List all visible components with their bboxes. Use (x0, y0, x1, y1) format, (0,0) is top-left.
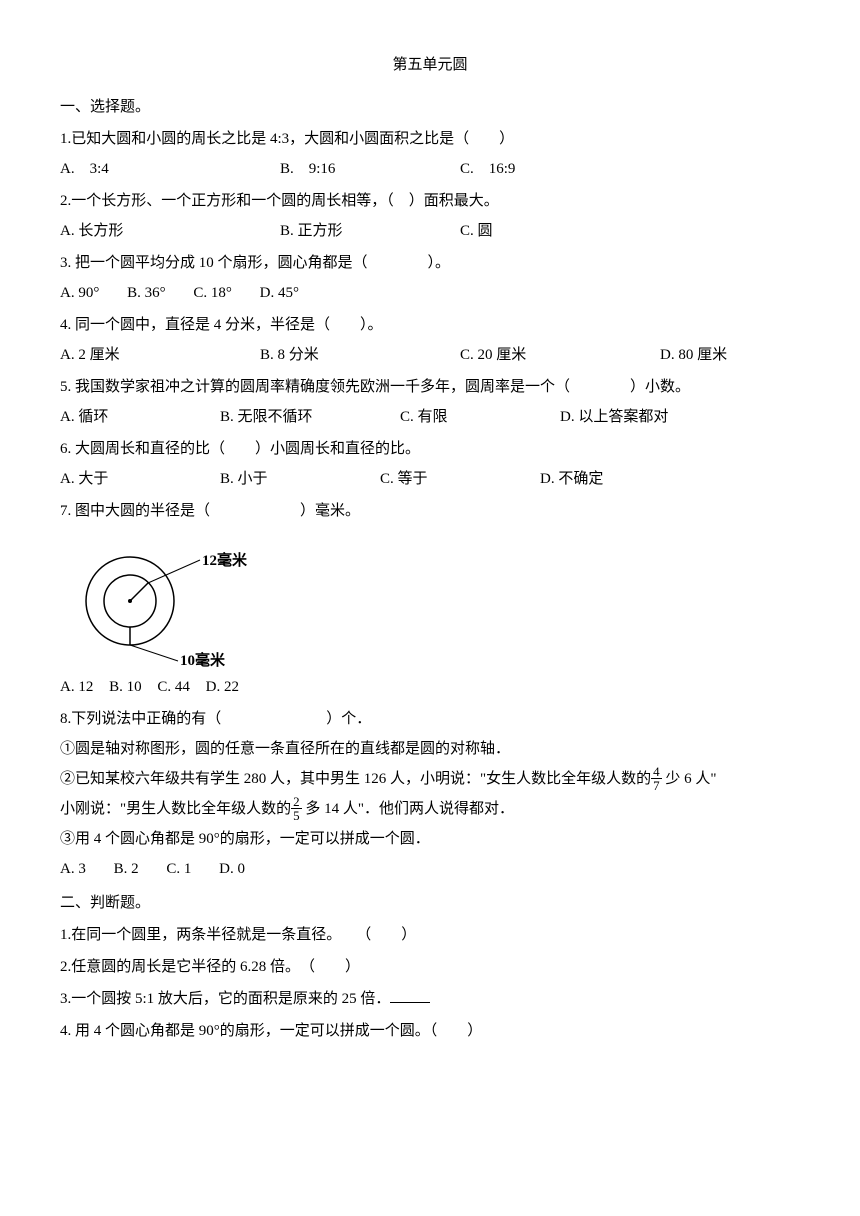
q8-opt-d: D. 0 (219, 861, 245, 877)
fraction-4-7: 47 (651, 765, 662, 792)
diagram-label-10mm: 10毫米 (180, 646, 225, 676)
section-2-header: 二、判断题。 (60, 888, 800, 918)
question-6-options: A. 大于 B. 小于 C. 等于 D. 不确定 (60, 464, 800, 494)
question-3-options: A. 90° B. 36° C. 18° D. 45° (60, 278, 800, 308)
question-4: 4. 同一个圆中，直径是 4 分米，半径是（ ）。 (60, 310, 800, 340)
question-8: 8.下列说法中正确的有（ ）个． (60, 704, 800, 734)
judge-3-text: 3.一个圆按 5:1 放大后，它的面积是原来的 25 倍． (60, 991, 390, 1007)
q8-statement-3: ③用 4 个圆心角都是 90°的扇形，一定可以拼成一个圆． (60, 824, 800, 854)
question-2-options: A. 长方形 B. 正方形 C. 圆 (60, 216, 800, 246)
question-1: 1.已知大圆和小圆的周长之比是 4:3，大圆和小圆面积之比是（ ） (60, 124, 800, 154)
q5-opt-b: B. 无限不循环 (220, 402, 400, 432)
q8-statement-1: ①圆是轴对称图形，圆的任意一条直径所在的直线都是圆的对称轴． (60, 734, 800, 764)
q5-opt-c: C. 有限 (400, 402, 560, 432)
q2-opt-c: C. 圆 (460, 216, 640, 246)
q4-opt-b: B. 8 分米 (260, 340, 460, 370)
q6-opt-c: C. 等于 (380, 464, 540, 494)
blank-underline (390, 989, 430, 1003)
frac-num: 2 (291, 795, 302, 809)
q8-s2-p1: ②已知某校六年级共有学生 280 人，其中男生 126 人，小明说："女生人数比… (60, 771, 651, 787)
q3-opt-c: C. 18° (193, 285, 232, 301)
q4-opt-c: C. 20 厘米 (460, 340, 660, 370)
q7-opt-c: C. 44 (157, 679, 190, 695)
frac-num: 4 (651, 765, 662, 779)
q8-s2-p3: 小刚说："男生人数比全年级人数的 (60, 801, 291, 817)
q3-opt-d: D. 45° (260, 285, 299, 301)
q4-opt-a: A. 2 厘米 (60, 340, 260, 370)
section-1-header: 一、选择题。 (60, 92, 800, 122)
q8-opt-c: C. 1 (166, 861, 191, 877)
fraction-2-5: 25 (291, 795, 302, 822)
q7-opt-d: D. 22 (206, 679, 239, 695)
q2-opt-a: A. 长方形 (60, 216, 280, 246)
question-2: 2.一个长方形、一个正方形和一个圆的周长相等，（ ）面积最大。 (60, 186, 800, 216)
page-title: 第五单元圆 (60, 50, 800, 80)
q5-opt-d: D. 以上答案都对 (560, 402, 668, 432)
q8-statement-2-line1: ②已知某校六年级共有学生 280 人，其中男生 126 人，小明说："女生人数比… (60, 764, 800, 794)
question-6: 6. 大圆周长和直径的比（ ）小圆周长和直径的比。 (60, 434, 800, 464)
q8-opt-a: A. 3 (60, 861, 86, 877)
question-3: 3. 把一个圆平均分成 10 个扇形，圆心角都是（ ）。 (60, 248, 800, 278)
q5-opt-a: A. 循环 (60, 402, 220, 432)
q1-opt-c: C. 16:9 (460, 154, 640, 184)
q8-statement-2-line2: 小刚说："男生人数比全年级人数的25 多 14 人"．他们两人说得都对． (60, 794, 800, 824)
q8-opt-b: B. 2 (114, 861, 139, 877)
q7-opt-b: B. 10 (109, 679, 142, 695)
question-4-options: A. 2 厘米 B. 8 分米 C. 20 厘米 D. 80 厘米 (60, 340, 800, 370)
q6-opt-a: A. 大于 (60, 464, 220, 494)
judge-3: 3.一个圆按 5:1 放大后，它的面积是原来的 25 倍． (60, 984, 800, 1014)
question-5-options: A. 循环 B. 无限不循环 C. 有限 D. 以上答案都对 (60, 402, 800, 432)
circle-diagram: 12毫米 10毫米 (70, 536, 270, 666)
question-7-options: A. 12 B. 10 C. 44 D. 22 (60, 672, 800, 702)
q1-opt-b: B. 9:16 (280, 154, 460, 184)
q6-opt-b: B. 小于 (220, 464, 380, 494)
question-5: 5. 我国数学家祖冲之计算的圆周率精确度领先欧洲一千多年，圆周率是一个（ ）小数… (60, 372, 800, 402)
judge-1: 1.在同一个圆里，两条半径就是一条直径。 （ ） (60, 920, 800, 950)
q7-opt-a: A. 12 (60, 679, 93, 695)
question-8-options: A. 3 B. 2 C. 1 D. 0 (60, 854, 800, 884)
frac-den: 7 (651, 779, 662, 792)
q4-opt-d: D. 80 厘米 (660, 340, 727, 370)
question-1-options: A. 3:4 B. 9:16 C. 16:9 (60, 154, 800, 184)
q8-s2-p2: 少 6 人" (662, 771, 717, 787)
q3-opt-a: A. 90° (60, 285, 99, 301)
q2-opt-b: B. 正方形 (280, 216, 460, 246)
q1-opt-a: A. 3:4 (60, 154, 280, 184)
frac-den: 5 (291, 809, 302, 822)
judge-2: 2.任意圆的周长是它半径的 6.28 倍。 （ ） (60, 952, 800, 982)
q3-opt-b: B. 36° (127, 285, 166, 301)
diagram-label-12mm: 12毫米 (202, 546, 247, 576)
q8-s2-p4: 多 14 人"．他们两人说得都对． (302, 801, 514, 817)
judge-4: 4. 用 4 个圆心角都是 90°的扇形，一定可以拼成一个圆。（ ） (60, 1016, 800, 1046)
q6-opt-d: D. 不确定 (540, 464, 603, 494)
question-7: 7. 图中大圆的半径是（ ）毫米。 (60, 496, 800, 526)
